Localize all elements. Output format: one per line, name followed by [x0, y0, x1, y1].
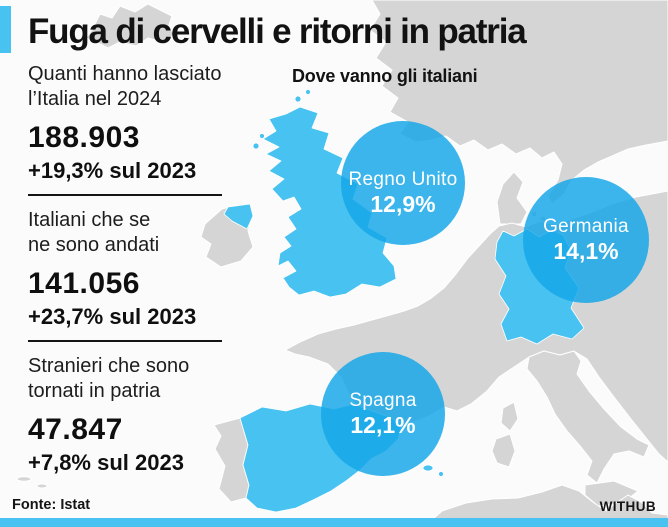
map-corsica	[500, 401, 519, 432]
stat-value: 188.903	[28, 121, 140, 154]
corner-accent-bar	[0, 6, 11, 53]
stat-label-line2: ne sono andati	[28, 234, 160, 256]
bubble-germania: Germania 14,1%	[523, 177, 649, 303]
bubble-percentage: 12,1%	[350, 412, 416, 438]
bubble-regno-unito: Regno Unito 12,9%	[341, 121, 465, 245]
stat-label-line1: Quanti hanno lasciato	[28, 63, 222, 85]
bubble-percentage: 14,1%	[553, 238, 619, 264]
map-balearics	[438, 471, 444, 477]
map-northern-ireland	[223, 203, 254, 230]
stat-label-line1: Stranieri che sono	[28, 355, 190, 377]
bubble-country-label: Spagna	[349, 390, 417, 411]
stat-block-foreign-returned: Stranieri che sono tornati in patria 47.…	[28, 354, 233, 476]
map-scottish-isles	[305, 89, 311, 95]
bubble-text: Regno Unito 12,9%	[349, 169, 458, 217]
bubble-spagna: Spagna 12,1%	[321, 352, 445, 476]
map-scottish-isles	[294, 95, 302, 103]
bubble-percentage: 12,9%	[370, 191, 436, 217]
stat-label-line2: tornati in patria	[28, 380, 161, 402]
map-atlantic-islet	[16, 476, 32, 482]
stat-label-line2: l’Italia nel 2024	[28, 88, 162, 110]
map-denmark	[496, 171, 528, 225]
map-iceland	[85, 3, 176, 49]
divider	[28, 340, 222, 342]
map-north-africa	[423, 484, 668, 527]
divider	[28, 194, 222, 196]
map-section-title: Dove vanno gli italiani	[292, 66, 478, 86]
map-scandinavia	[369, 0, 668, 205]
stat-label-line1: Italiani che se	[28, 209, 151, 231]
stat-value: 47.847	[28, 413, 123, 446]
stat-label: Quanti hanno lasciato l’Italia nel 2024	[28, 62, 233, 112]
bubble-text: Germania 14,1%	[543, 216, 629, 264]
stat-label: Stranieri che sono tornati in patria	[28, 354, 233, 404]
source-credit: Fonte: Istat	[12, 497, 91, 513]
bubble-country-label: Germania	[543, 216, 629, 237]
stat-block-left-italy: Quanti hanno lasciato l’Italia nel 2024 …	[28, 62, 233, 196]
stat-delta: +19,3% sul 2023	[28, 158, 197, 183]
map-hebrides	[252, 142, 260, 150]
stats-column: Quanti hanno lasciato l’Italia nel 2024 …	[28, 62, 233, 476]
page-title: Fuga di cervelli e ritorni in patria	[28, 12, 527, 51]
map-italy	[526, 350, 650, 484]
map-sardinia	[491, 433, 516, 468]
stat-value: 141.056	[28, 267, 140, 300]
map-balearics	[422, 464, 434, 472]
stat-delta: +7,8% sul 2023	[28, 450, 184, 475]
map-atlantic-islet	[36, 483, 48, 489]
bubble-country-label: Regno Unito	[348, 169, 458, 190]
stat-label: Italiani che se ne sono andati	[28, 208, 233, 258]
stat-delta: +23,7% sul 2023	[28, 304, 197, 329]
stat-block-italians-left: Italiani che se ne sono andati 141.056 +…	[28, 208, 233, 342]
bottom-accent-bar	[0, 518, 668, 527]
map-hebrides	[259, 133, 265, 139]
brand-logo: WITHUB	[599, 499, 656, 514]
bubble-text: Spagna 12,1%	[349, 390, 416, 438]
